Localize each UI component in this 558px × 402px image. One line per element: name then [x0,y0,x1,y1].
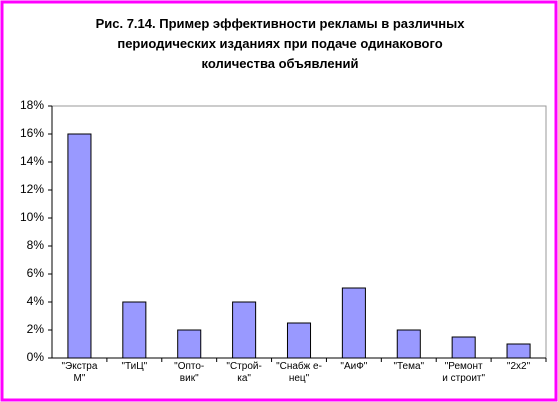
x-tick-label: "ТиЦ" [121,361,148,372]
y-tick-label: 18% [20,98,44,112]
bar [122,301,147,359]
x-tick-label: "Снабж е- нец" [276,361,322,384]
y-tick-label: 10% [20,210,44,224]
y-tick-label: 8% [27,238,45,252]
y-tick-label: 0% [27,350,45,364]
chart-title: Рис. 7.14. Пример эффективности рекламы … [95,16,465,71]
x-tick-label: "Строй- ка" [226,361,262,384]
bar [506,343,531,359]
bar [341,287,366,359]
y-tick-label: 6% [27,266,45,280]
bar [451,336,476,359]
y-tick-label: 16% [20,126,44,140]
y-tick-label: 14% [20,154,44,168]
x-tick-label: "2х2" [506,361,531,372]
bar [67,133,92,359]
bar [286,322,312,359]
bar [232,301,257,359]
bar [396,329,421,359]
x-tick-label: "АиФ" [340,361,368,372]
bar [177,329,202,359]
x-tick-label: "Тема" [393,361,425,372]
x-tick-label: "Опто- вик" [174,361,205,384]
x-tick-label: "Ремонт и строит" [442,361,486,384]
y-tick-label: 4% [27,294,45,308]
y-tick-label: 12% [20,182,44,196]
x-tick-label: "Экстра М" [61,361,98,384]
y-tick-label: 2% [27,322,45,336]
